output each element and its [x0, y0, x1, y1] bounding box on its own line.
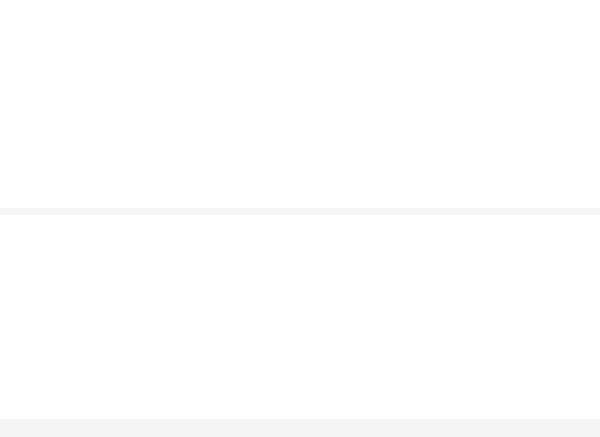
speed-chart-y-axis-label	[62, 22, 76, 166]
torque-chart-y-axis-label	[62, 230, 76, 374]
page-divider-band	[0, 208, 600, 215]
page-bottom-band	[0, 419, 600, 437]
